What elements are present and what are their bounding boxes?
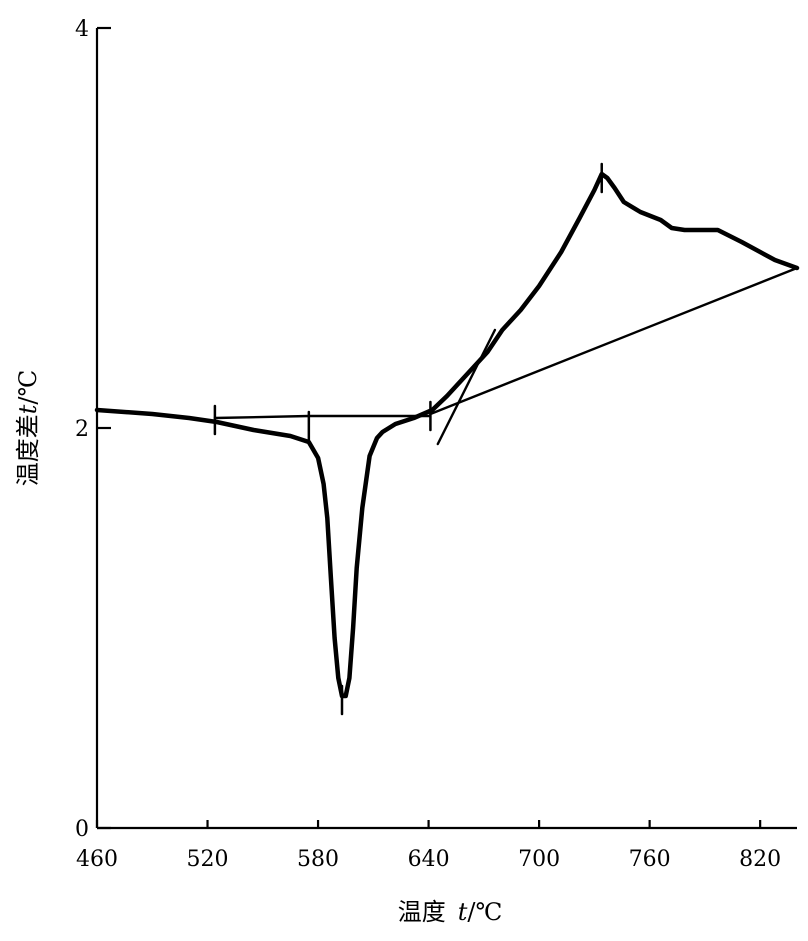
y-axis-title: 温度差t/℃ — [14, 370, 42, 487]
baseline-line — [213, 414, 432, 420]
x-tick-label: 580 — [297, 847, 339, 872]
x-tick-label: 640 — [408, 847, 450, 872]
x-axis-title: 温度 t/℃ — [398, 898, 503, 926]
x-axis-title-unit: /℃ — [467, 898, 502, 926]
tangent-line — [436, 328, 497, 446]
x-axis-title-var: t — [458, 898, 468, 926]
y-tick-label: 0 — [75, 817, 89, 842]
x-tick-label: 760 — [629, 847, 671, 872]
y-tick-label: 2 — [75, 417, 89, 442]
y-axis-title-var: t — [14, 404, 42, 414]
axis-titles: 温度 t/℃ 温度差t/℃ — [14, 370, 502, 926]
x-axis-title-main: 温度 — [398, 898, 446, 926]
y-tick-label: 4 — [75, 17, 89, 42]
y-axis-title-main: 温度差 — [14, 414, 42, 486]
dta-curve-line — [94, 171, 800, 699]
x-tick-label: 460 — [76, 847, 118, 872]
x-tick-label: 820 — [739, 847, 781, 872]
x-tick-label: 520 — [187, 847, 229, 872]
x-tick-label: 700 — [518, 847, 560, 872]
y-axis-title-unit: /℃ — [14, 370, 42, 405]
ticks: 460 520 580 640 700 760 820 0 2 4 — [75, 17, 781, 872]
plot-area — [94, 162, 800, 716]
baseline-line — [429, 266, 799, 416]
